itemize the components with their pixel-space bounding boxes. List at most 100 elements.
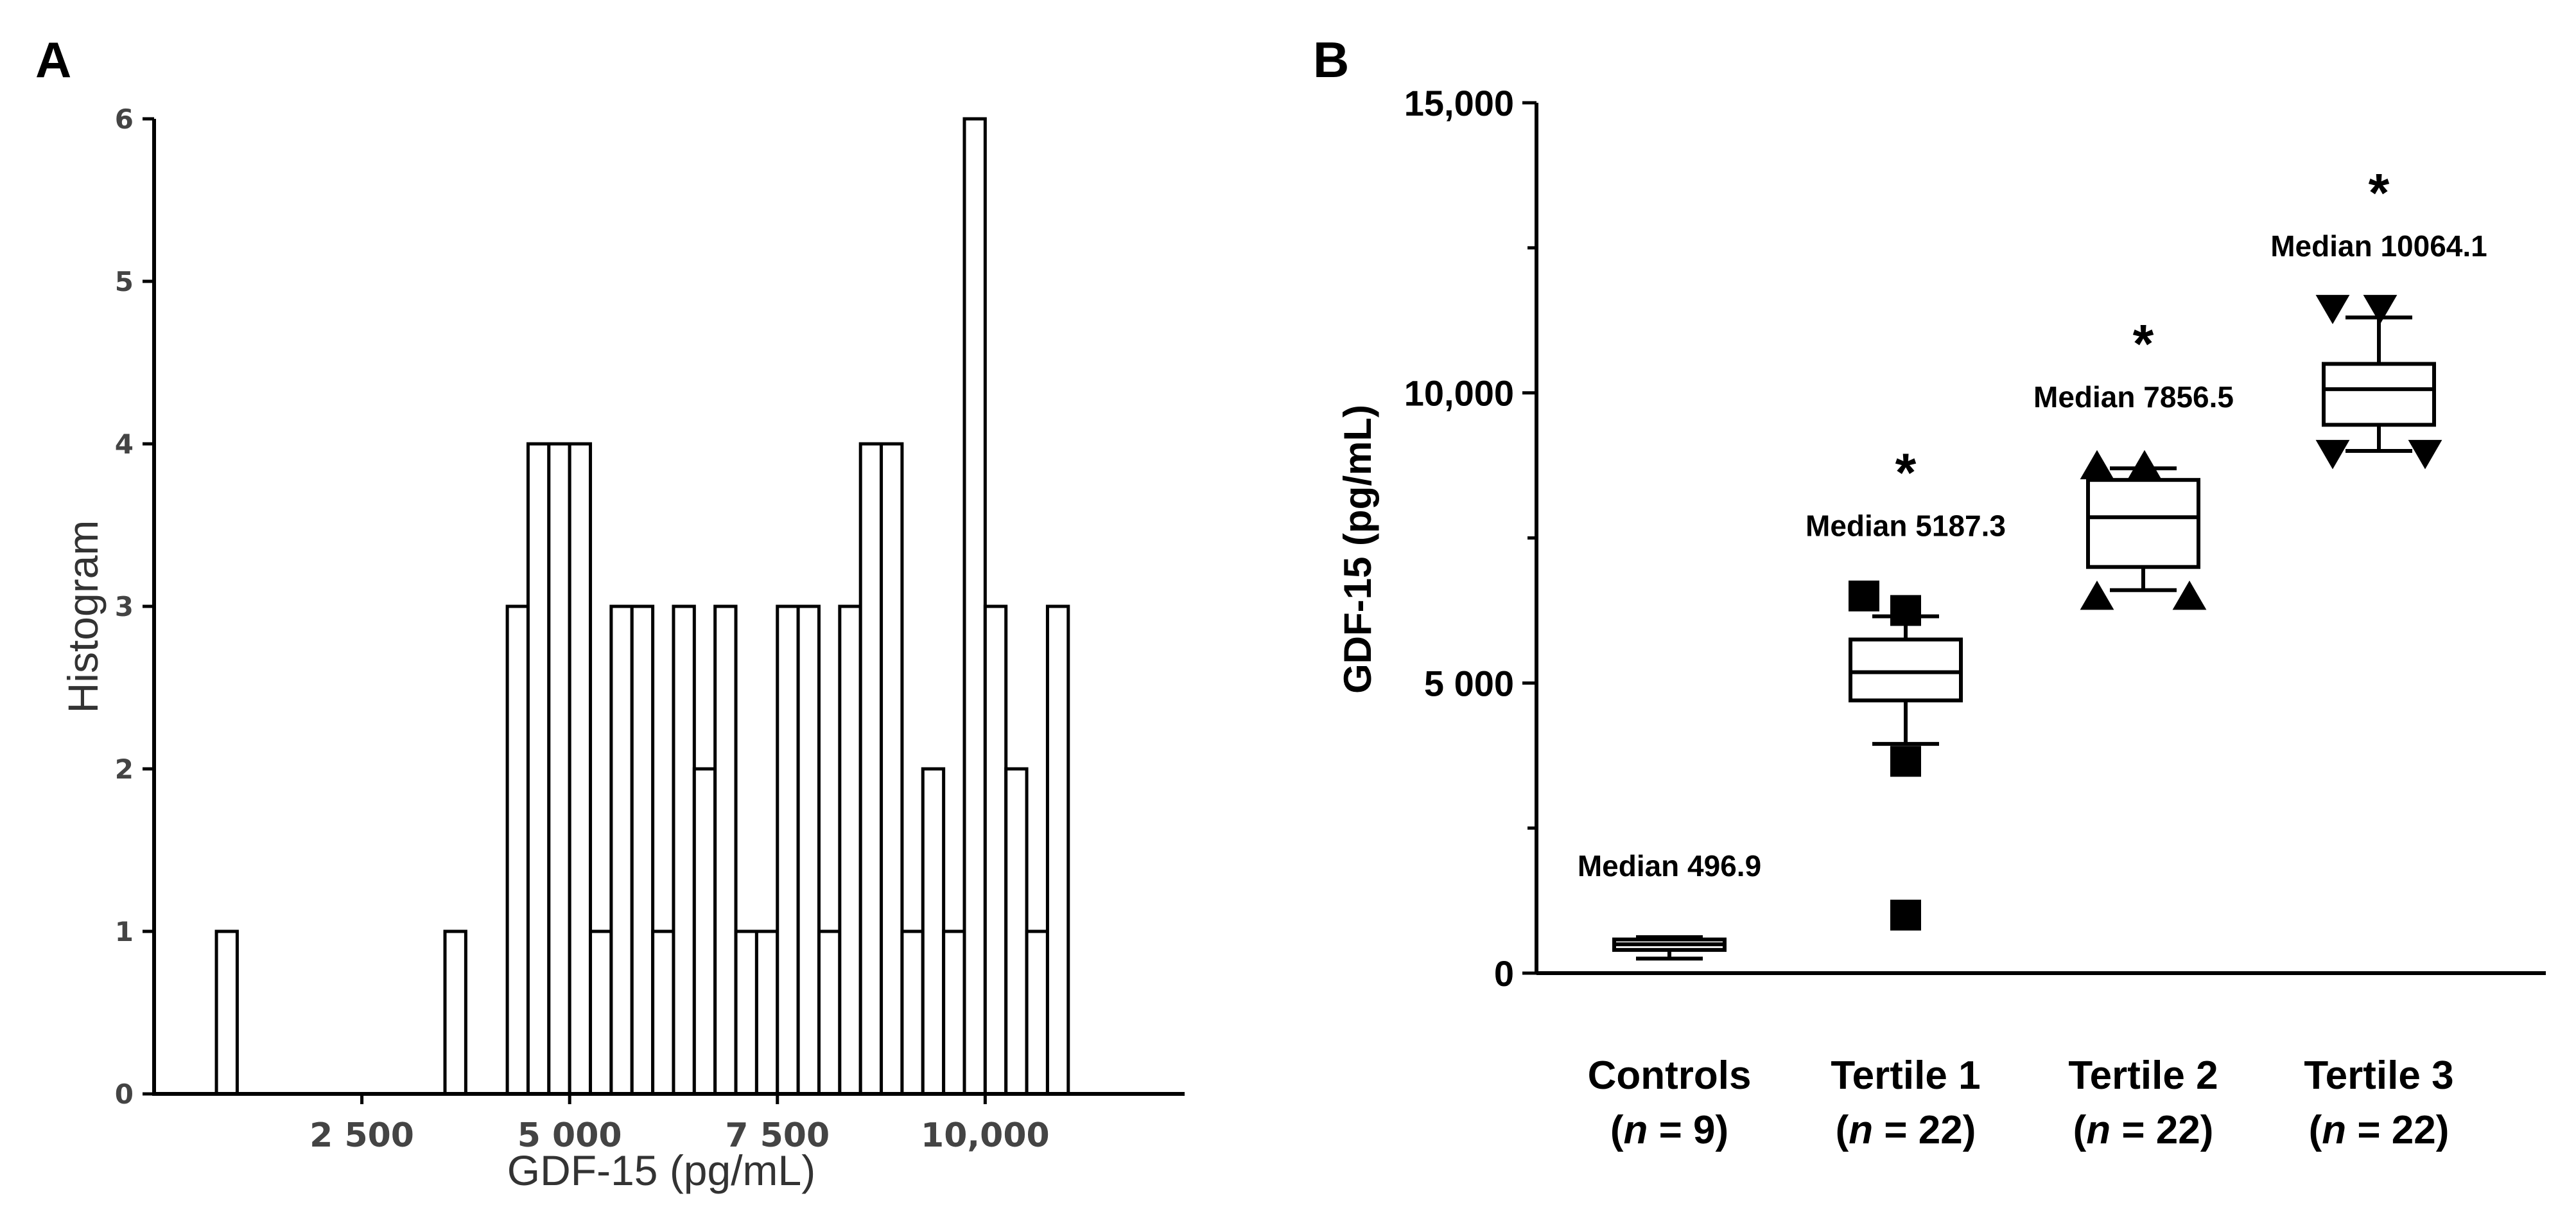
outlier-triangle-up — [2080, 450, 2114, 480]
histogram-bar — [921, 767, 946, 1096]
hist-x-tick-label: 5 000 — [518, 1116, 622, 1155]
hist-y-ticks: 0 1 2 3 4 5 6 — [115, 103, 154, 1110]
hist-y-tick-label: 1 — [115, 916, 134, 947]
category-label: Tertile 3 — [2304, 1053, 2453, 1098]
box-y-tick-label: 10,000 — [1404, 373, 1514, 414]
median-label: Median 10064.1 — [2270, 229, 2487, 263]
significance-star: * — [1895, 442, 1917, 502]
histogram-bar — [443, 929, 467, 1096]
category-label: Tertile 1 — [1831, 1053, 1980, 1098]
hist-x-tick-label: 10,000 — [921, 1116, 1050, 1155]
category-n-label: (n = 22) — [2073, 1108, 2214, 1152]
category-n-label: (n = 22) — [2309, 1108, 2450, 1152]
median-label: Median 7856.5 — [2033, 380, 2234, 414]
n-prefix: ( — [1610, 1108, 1624, 1152]
hist-x-ticks: 2 500 5 000 7 500 10,000 — [309, 1094, 1050, 1155]
box-group: Median 7856.5 * Tertile 2 (n = 22) — [2033, 313, 2234, 1152]
category-label: Tertile 2 — [2068, 1053, 2218, 1098]
significance-star: * — [2369, 163, 2390, 223]
histogram-bar — [880, 442, 904, 1096]
median-label: Median 5187.3 — [1806, 509, 2006, 542]
hist-x-tick-label: 2 500 — [309, 1116, 414, 1155]
hist-y-tick-label: 6 — [115, 103, 134, 135]
hist-y-tick-label: 3 — [115, 591, 134, 622]
histogram-bar — [796, 604, 821, 1096]
n-suffix: = 22) — [2110, 1108, 2213, 1152]
histogram-bar — [838, 604, 862, 1096]
box-y-tick-label: 15,000 — [1404, 83, 1514, 123]
category-n-label: (n = 9) — [1610, 1108, 1728, 1152]
histogram-bar — [630, 604, 655, 1096]
n-suffix: = 22) — [2346, 1108, 2449, 1152]
outlier-triangle-up — [2080, 580, 2114, 610]
significance-star: * — [2133, 313, 2154, 374]
histogram-bar — [526, 442, 551, 1096]
box-group: Median 5187.3 * Tertile 1 (n = 22) — [1806, 442, 2006, 1152]
histogram-bar — [900, 929, 925, 1096]
n-symbol: n — [1849, 1108, 1873, 1152]
box-group: Median 496.9 Controls (n = 9) — [1578, 849, 1761, 1152]
median-label: Median 496.9 — [1578, 849, 1761, 883]
outlier-triangle-down — [2315, 295, 2350, 324]
histogram-bar — [568, 442, 593, 1096]
n-symbol: n — [1623, 1108, 1648, 1152]
outlier-triangle-up — [2172, 580, 2207, 610]
n-symbol: n — [2086, 1108, 2110, 1152]
box-iqr — [1849, 637, 1963, 703]
outlier-square — [1890, 746, 1921, 777]
hist-y-tick-label: 2 — [115, 753, 134, 785]
histogram-bar — [734, 929, 758, 1096]
histogram-bar — [962, 117, 987, 1096]
panel-a-label: A — [35, 31, 71, 88]
n-suffix: = 9) — [1648, 1108, 1728, 1152]
histogram-bar — [505, 604, 530, 1096]
histogram-bar — [589, 929, 613, 1096]
hist-x-axis-label: GDF-15 (pg/mL) — [507, 1147, 815, 1194]
histogram-bar — [713, 604, 738, 1096]
histogram-bar — [692, 767, 717, 1096]
hist-x-tick-label: 7 500 — [725, 1116, 830, 1155]
box-group: Median 10064.1 * Tertile 3 (n = 22) — [2270, 163, 2487, 1152]
box-y-ticks: 0 5 000 10,000 15,000 — [1404, 83, 1536, 994]
n-prefix: ( — [2309, 1108, 2322, 1152]
box-y-tick-label: 0 — [1494, 953, 1514, 994]
histogram-bar — [1004, 767, 1029, 1096]
histogram-bar — [1025, 929, 1049, 1096]
histogram-bar — [942, 929, 966, 1096]
histogram-bar — [858, 442, 883, 1096]
n-prefix: ( — [1836, 1108, 1849, 1152]
histogram-bar — [754, 929, 779, 1096]
outlier-square — [1890, 899, 1921, 931]
hist-y-axis-label: Histogram — [59, 520, 107, 714]
panel-b-label: B — [1313, 31, 1349, 88]
boxplot-panel-b: 0 5 000 10,000 15,000 Median 496.9 Controls (… — [1336, 83, 2546, 1152]
n-symbol: n — [2322, 1108, 2346, 1152]
histogram-bar — [983, 604, 1008, 1096]
category-n-label: (n = 22) — [1836, 1108, 1976, 1152]
box-iqr — [2086, 478, 2200, 569]
histogram-bar — [672, 604, 696, 1096]
histogram-bar — [214, 929, 239, 1096]
category-label: Controls — [1588, 1053, 1752, 1098]
n-suffix: = 22) — [1873, 1108, 1976, 1152]
hist-y-tick-label: 4 — [115, 428, 134, 460]
histogram-bar — [817, 929, 842, 1096]
outlier-triangle-up — [2127, 450, 2162, 480]
n-prefix: ( — [2073, 1108, 2087, 1152]
outlier-triangle-down — [2363, 295, 2398, 324]
histogram-bar — [776, 604, 800, 1096]
box-iqr — [2322, 362, 2436, 427]
outlier-triangle-down — [2408, 439, 2442, 470]
histogram-bars — [214, 117, 1070, 1096]
histogram-bar — [547, 442, 571, 1096]
outlier-triangle-down — [2315, 439, 2350, 470]
histogram-bar — [609, 604, 634, 1096]
histogram-bar — [651, 929, 675, 1096]
box-y-axis-label: GDF-15 (pg/mL) — [1336, 405, 1379, 694]
hist-y-tick-label: 5 — [115, 266, 134, 297]
histogram-bar — [1045, 604, 1070, 1096]
box-y-tick-label: 5 000 — [1424, 663, 1514, 703]
